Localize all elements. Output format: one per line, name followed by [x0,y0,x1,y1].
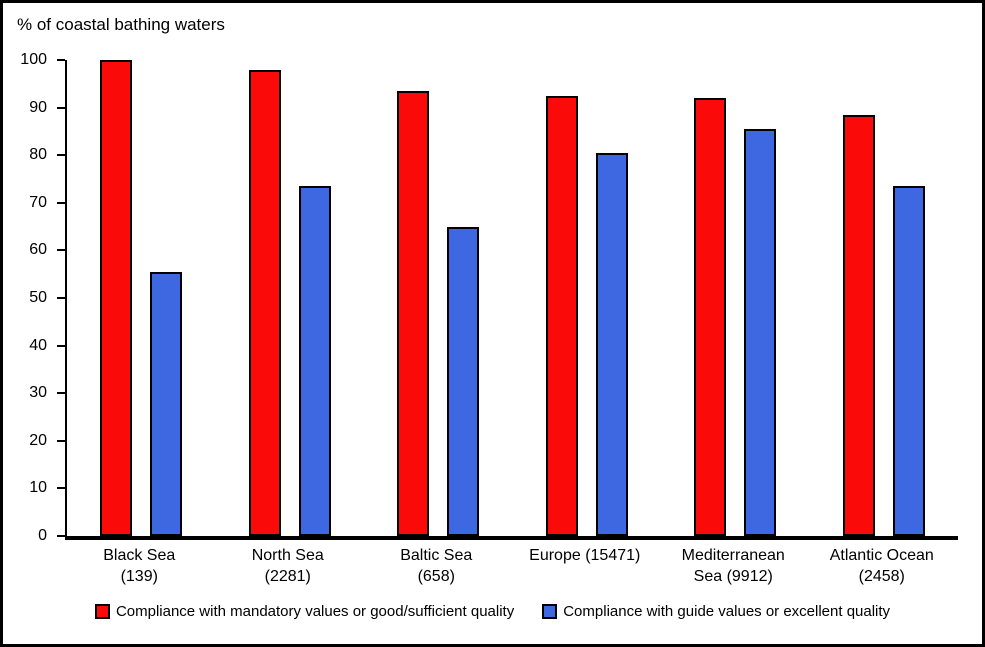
bar [397,90,430,536]
bar [545,95,578,536]
y-axis: 0 10 20 30 40 50 60 70 80 90 100 [3,51,65,544]
x-axis-labels: Black Sea (139) North Sea (2281) Baltic Sea(… [65,546,956,588]
plot-area [65,60,958,540]
bar [595,152,628,536]
y-tick-label: 60 [29,241,47,259]
bar-group [364,60,513,536]
y-tick-label: 90 [29,98,47,116]
x-axis-label: Black Sea (139) [103,547,176,585]
y-tick-mark [57,201,65,204]
bar [248,69,281,536]
bar [298,186,331,536]
y-tick-label: 10 [29,479,47,497]
legend-label-guide: Compliance with guide values or excellen… [563,603,891,620]
legend-swatch-mandatory [94,604,110,619]
y-tick-label: 20 [29,431,47,449]
y-tick-mark [57,297,65,299]
y-tick-mark [57,535,65,537]
y-tick-mark [57,344,65,347]
bar-group [661,60,810,536]
bar [694,98,727,536]
bar-group [513,60,662,536]
y-tick-mark [57,106,65,109]
y-tick-label: 80 [29,146,47,164]
y-tick-label: 30 [29,384,47,402]
legend-item-mandatory: Compliance with mandatory values or good… [94,603,515,620]
y-tick-mark [57,392,65,395]
bar [150,271,183,536]
y-tick-mark [57,439,65,442]
bar-group [810,60,959,536]
bar [100,60,133,536]
y-tick-label: 70 [29,193,47,211]
legend: Compliance with mandatory values or good… [3,603,982,620]
legend-label-mandatory: Compliance with mandatory values or good… [115,603,515,620]
y-tick-label: 0 [38,527,47,544]
x-axis-label: Mediterranean Sea (9912) [681,547,785,585]
chart-title: % of coastal bathing waters [17,15,225,34]
x-axis-label: Atlantic Ocean (2458) [829,547,934,585]
x-axis-label: Baltic Sea (658) [400,547,473,585]
y-tick-mark [57,487,65,490]
y-tick-mark [57,59,65,61]
y-tick-label: 40 [29,336,47,354]
x-axis-label: North Sea (2281) [251,547,324,585]
y-tick-mark [57,154,65,157]
legend-swatch-guide [542,604,558,619]
y-tick-label: 100 [20,51,47,68]
legend-item-guide: Compliance with guide values or excellen… [542,603,890,620]
bar-group [216,60,365,536]
y-tick-label: 50 [29,289,47,306]
bar [892,186,925,536]
bar [842,114,875,536]
x-axis-label: Europe (15471) [529,547,641,564]
bars-container [67,60,958,536]
bar [447,226,480,536]
y-tick-mark [57,249,65,252]
bar-group [67,60,216,536]
bar [744,129,777,536]
